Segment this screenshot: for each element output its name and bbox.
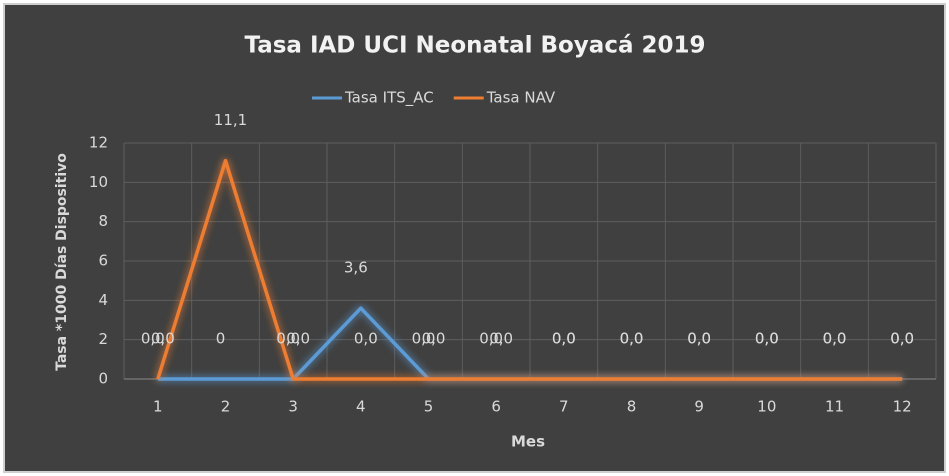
x-tick-label: 11 — [825, 398, 844, 416]
x-tick-label: 1 — [153, 398, 163, 416]
x-tick-label: 6 — [491, 398, 501, 416]
data-label: 0 — [216, 330, 226, 348]
data-label: 0,0 — [890, 330, 914, 348]
x-tick-label: 5 — [424, 398, 434, 416]
data-label: 0,0 — [890, 330, 914, 348]
y-tick-label: 4 — [98, 291, 108, 309]
data-label: 0,0 — [552, 330, 576, 348]
data-label: 0,0 — [823, 330, 847, 348]
x-tick-label: 2 — [221, 398, 231, 416]
data-label: 0,0 — [620, 330, 644, 348]
x-tick-label: 8 — [627, 398, 637, 416]
chart-background — [3, 3, 946, 473]
data-label: 11,1 — [214, 111, 247, 129]
data-label: 0,0 — [489, 330, 513, 348]
data-label: 0,0 — [276, 330, 300, 348]
data-label: 3,6 — [344, 259, 368, 277]
y-axis-label: Tasa *1000 Días Dispositivo — [54, 153, 70, 371]
y-tick-label: 8 — [98, 212, 108, 230]
data-label: 0,0 — [422, 330, 446, 348]
data-label: 0,0 — [479, 330, 503, 348]
x-tick-label: 3 — [288, 398, 298, 416]
legend-label: Tasa ITS_AC — [344, 89, 434, 108]
x-tick-label: 7 — [559, 398, 569, 416]
chart-title: Tasa IAD UCI Neonatal Boyacá 2019 — [244, 33, 705, 59]
data-label: 0,0 — [823, 330, 847, 348]
data-label: 0,0 — [755, 330, 779, 348]
data-label: 0,0 — [141, 330, 165, 348]
data-label: 0,0 — [151, 330, 175, 348]
y-tick-label: 0 — [98, 370, 108, 388]
data-label: 0,0 — [354, 330, 378, 348]
y-tick-label: 6 — [98, 252, 108, 270]
data-label: 0,0 — [552, 330, 576, 348]
series-line — [156, 158, 903, 381]
y-tick-label: 10 — [89, 173, 108, 191]
data-label: 0,0 — [412, 330, 436, 348]
y-tick-label: 2 — [98, 330, 108, 348]
data-label: 0,0 — [687, 330, 711, 348]
x-tick-label: 12 — [893, 398, 912, 416]
data-label: 0,0 — [286, 330, 310, 348]
x-axis-label: Mes — [511, 433, 545, 451]
data-label: 0,0 — [755, 330, 779, 348]
x-tick-label: 10 — [757, 398, 776, 416]
y-tick-label: 12 — [89, 134, 108, 152]
x-tick-label: 4 — [356, 398, 366, 416]
data-label: 0,0 — [687, 330, 711, 348]
legend-label: Tasa NAV — [486, 89, 556, 107]
x-tick-label: 9 — [694, 398, 704, 416]
data-label: 0,0 — [620, 330, 644, 348]
